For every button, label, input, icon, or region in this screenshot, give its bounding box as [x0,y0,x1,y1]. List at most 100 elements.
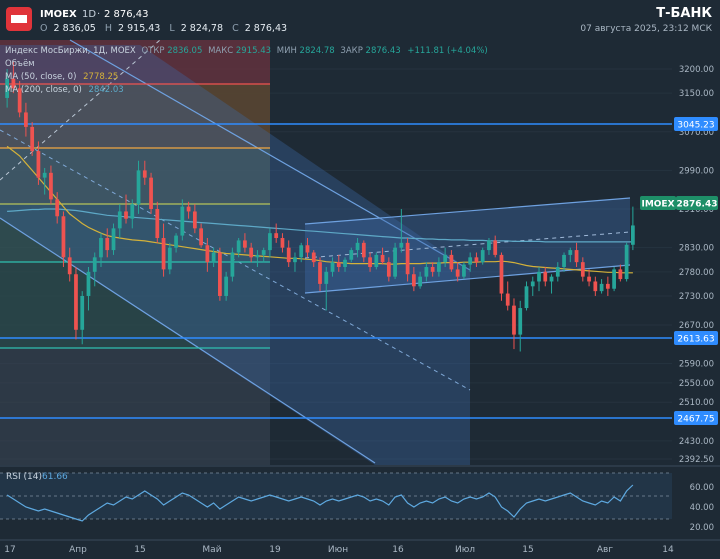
candle[interactable] [124,194,128,224]
rsi-line[interactable] [6,484,634,522]
indicator-legend[interactable]: Индекс МосБиржи, 1Д, MOEX ОТКР 2836.05 М… [5,46,488,95]
candle[interactable] [130,199,135,229]
candle[interactable] [155,201,160,243]
dashed-trend-line[interactable] [0,39,161,181]
candle[interactable] [117,204,122,239]
candle[interactable] [293,252,297,272]
candle[interactable] [218,247,222,301]
candle[interactable] [430,262,435,277]
candle[interactable] [505,281,510,311]
candle[interactable] [174,233,178,253]
candle[interactable] [411,266,416,292]
candle[interactable] [405,238,410,282]
candle[interactable] [211,247,216,267]
candle[interactable] [280,233,285,253]
candle[interactable] [368,252,372,272]
candle[interactable] [630,206,635,251]
candle[interactable] [17,81,22,118]
candle[interactable] [487,238,491,255]
candle[interactable] [224,271,229,301]
candle[interactable] [255,250,260,267]
candle[interactable] [236,238,241,258]
candle[interactable] [80,291,85,345]
candle[interactable] [149,172,153,214]
candle[interactable] [261,247,266,263]
candle[interactable] [286,240,291,267]
candle[interactable] [480,247,485,265]
timeframe[interactable]: 1D [82,9,96,20]
candle[interactable] [618,264,623,282]
candle[interactable] [443,247,448,267]
candle[interactable] [380,247,385,265]
candle[interactable] [587,269,591,287]
candle[interactable] [555,262,560,282]
legend-volume[interactable]: Объём [5,59,35,69]
candle[interactable] [205,238,210,272]
candle[interactable] [418,271,422,289]
candle[interactable] [455,262,460,282]
asc-channel-upper[interactable] [304,197,631,225]
candle[interactable] [549,274,554,294]
candle[interactable] [180,199,185,241]
candle[interactable] [437,257,441,277]
candle[interactable] [167,242,172,275]
candle[interactable] [474,252,479,267]
candle[interactable] [493,235,498,258]
candle[interactable] [230,247,235,282]
candle[interactable] [574,242,579,267]
candle[interactable] [605,276,610,296]
candle[interactable] [361,240,366,263]
candle[interactable] [274,223,279,243]
candle[interactable] [299,242,304,263]
candle[interactable] [92,252,97,287]
candle[interactable] [67,247,72,282]
candle[interactable] [449,250,454,272]
candle[interactable] [199,223,203,248]
candle[interactable] [343,257,347,272]
candle[interactable] [568,247,573,263]
candle[interactable] [11,61,16,94]
candle[interactable] [55,192,60,224]
candle[interactable] [136,160,141,214]
candle[interactable] [311,250,316,267]
candle[interactable] [336,254,341,272]
candle[interactable] [530,276,535,296]
candle[interactable] [543,266,548,287]
candle[interactable] [512,298,516,350]
candle[interactable] [330,257,335,277]
candle[interactable] [86,266,91,311]
candle[interactable] [374,252,379,270]
candle[interactable] [24,102,28,137]
candle[interactable] [562,252,566,272]
channel-upper-line[interactable] [69,39,471,271]
candle[interactable] [268,228,272,258]
candle[interactable] [612,266,616,292]
candle[interactable] [42,167,47,195]
candle[interactable] [386,257,391,282]
candle[interactable] [599,279,604,294]
candle[interactable] [349,247,354,263]
channel-lower-line[interactable] [0,217,376,464]
candles-group[interactable] [5,61,635,352]
candle[interactable] [624,242,629,282]
candle[interactable] [324,266,329,311]
time-axis[interactable]: 17 Апр 15 Май 19 Июн 16 Июл 15 Авг 14 [4,545,674,555]
candle[interactable] [36,141,41,185]
candle[interactable] [5,68,10,108]
candle[interactable] [462,262,466,280]
candle[interactable] [186,201,191,219]
candle[interactable] [111,223,116,255]
candle[interactable] [355,238,360,258]
ma200-line[interactable] [7,208,633,243]
candle[interactable] [99,233,103,267]
candle[interactable] [318,257,322,292]
candle[interactable] [305,238,310,258]
candle[interactable] [61,211,66,267]
candle[interactable] [192,204,197,234]
candle[interactable] [30,122,35,156]
candle[interactable] [593,276,598,296]
candle[interactable] [424,262,429,282]
candle[interactable] [105,228,110,258]
price-axis[interactable]: 3200.00 3150.00 3070.00 2990.00 2910.00 2830.… [679,65,714,465]
